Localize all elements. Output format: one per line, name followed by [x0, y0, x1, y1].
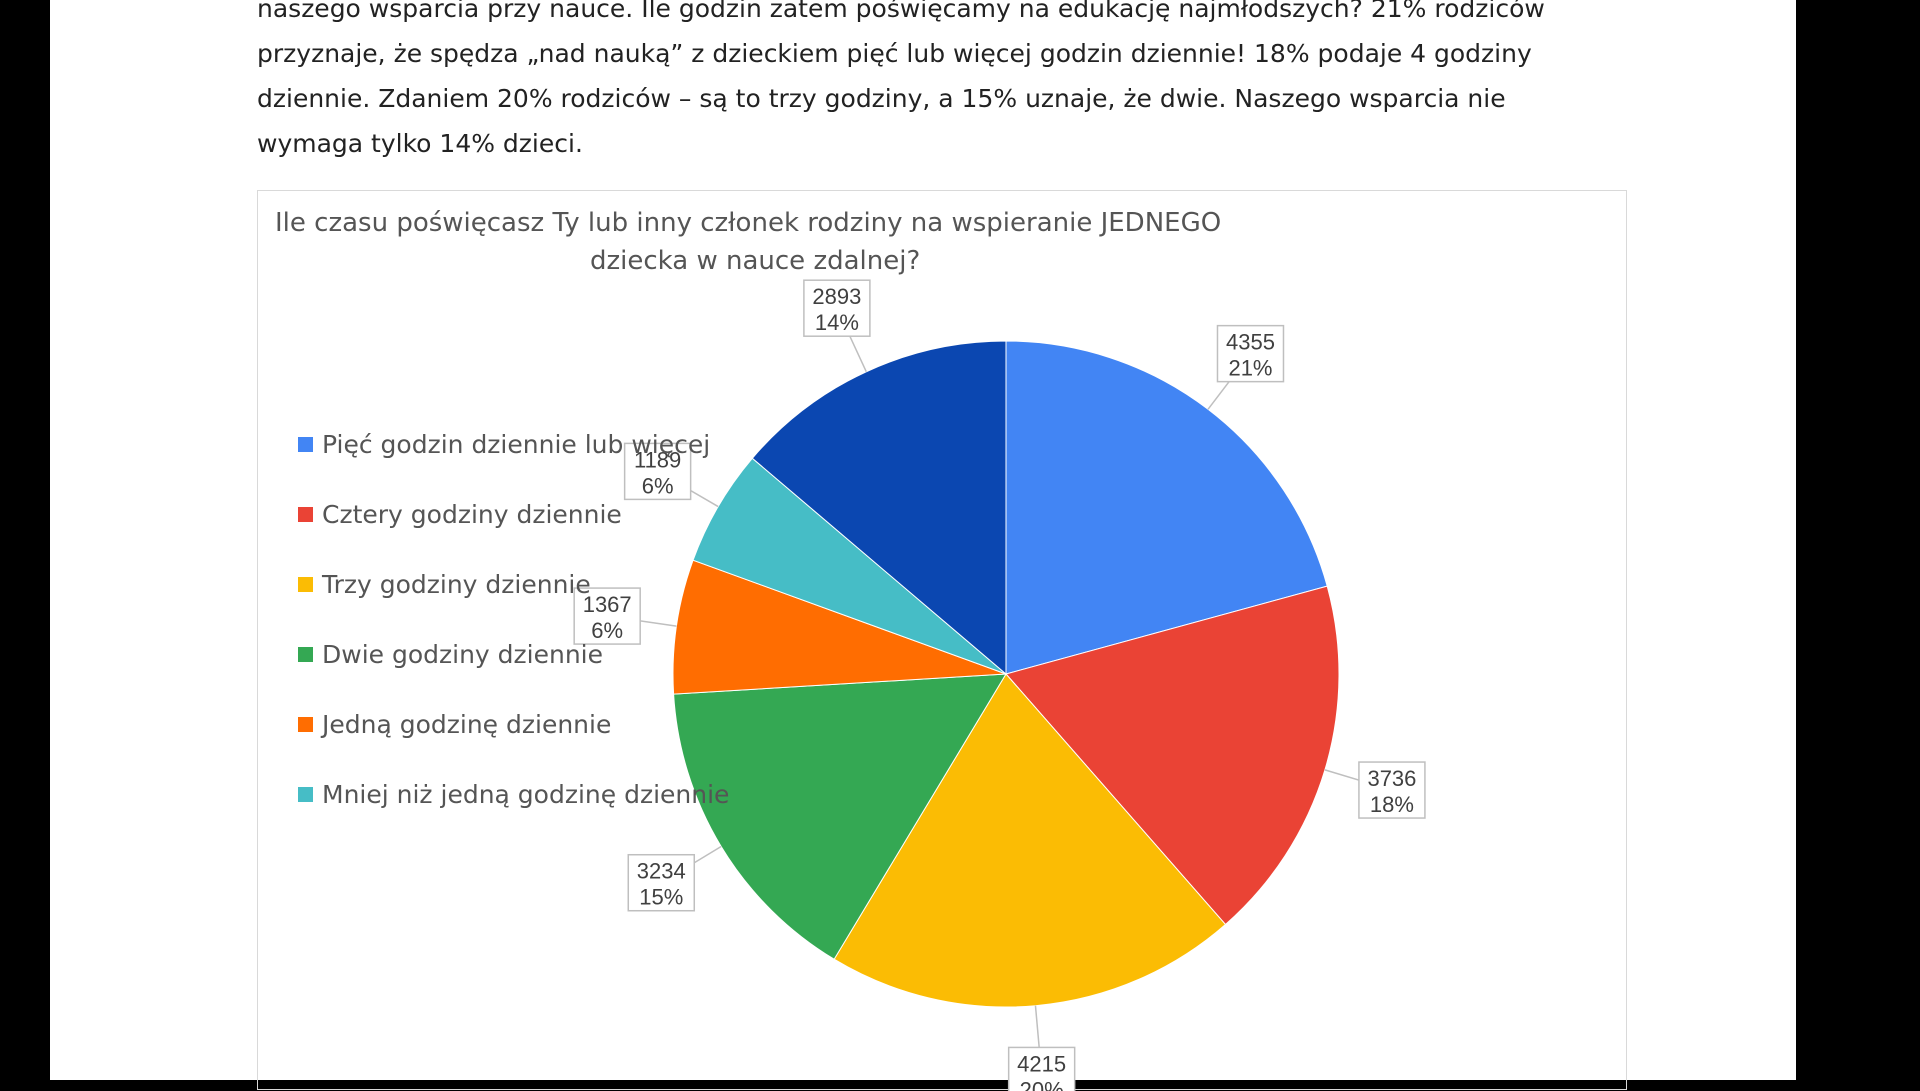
label-box: [573, 587, 641, 645]
paragraph-line: naszego wsparcia przy nauce. Ile godzin …: [257, 0, 1545, 23]
legend-item: Cztery godziny dziennie: [298, 500, 622, 529]
legend-label: Pięć godzin dziennie lub więcej: [322, 430, 710, 459]
label-percent: 20%: [1020, 1077, 1064, 1091]
pie-chart-frame: Ile czasu poświęcasz Ty lub inny członek…: [257, 190, 1627, 1091]
pie-slice: [751, 340, 1007, 676]
chart-title-line-2: dziecka w nauce zdalnej?: [590, 246, 920, 276]
legend-swatch: [298, 437, 313, 452]
document-page: naszego wsparcia przy nauce. Ile godzin …: [50, 0, 1796, 1091]
legend-item: Pięć godzin dziennie lub więcej: [298, 430, 710, 459]
legend-item: Jedną godzinę dziennie: [298, 710, 611, 739]
legend-swatch: [298, 507, 313, 522]
label-value: 2893: [812, 284, 861, 309]
data-labels-layer: 435521%373618%421520%323415%13676%11896%…: [573, 279, 1426, 1091]
pie-slice: [1005, 585, 1340, 926]
label-value: 3736: [1367, 766, 1416, 791]
pie-slice: [672, 559, 1007, 695]
slices-layer: [672, 340, 1340, 1008]
paragraph-line: wymaga tylko 14% dzieci.: [257, 129, 583, 158]
pie-slice: [673, 673, 1007, 960]
legend-swatch: [298, 577, 313, 592]
label-percent: 14%: [815, 310, 859, 335]
label-value: 3234: [637, 859, 686, 884]
label-box: [1216, 324, 1285, 383]
pie-slice: [1005, 340, 1328, 675]
label-value: 4355: [1226, 330, 1275, 355]
label-box: [627, 853, 696, 912]
legend-label: Trzy godziny dziennie: [321, 570, 591, 599]
label-box: [623, 442, 692, 501]
legend-label: Mniej niż jedną godzinę dziennie: [322, 780, 729, 809]
label-percent: 15%: [639, 885, 683, 910]
legend-item: Dwie godziny dziennie: [298, 640, 603, 669]
body-paragraph: naszego wsparcia przy nauce. Ile godzin …: [257, 0, 1587, 166]
label-box: [803, 279, 871, 337]
legend: Pięć godzin dziennie lub więcej Cztery go…: [298, 430, 729, 809]
label-value: 1189: [634, 447, 681, 472]
paragraph-line: dziennie. Zdaniem 20% rodziców – są to t…: [257, 84, 1506, 113]
legend-swatch: [298, 717, 313, 732]
label-percent: 6%: [642, 473, 674, 498]
legend-label: Cztery godziny dziennie: [322, 500, 622, 529]
label-percent: 21%: [1228, 356, 1272, 381]
paragraph-line: przyznaje, że spędza „nad nauką” z dziec…: [257, 39, 1532, 68]
label-percent: 6%: [591, 618, 623, 643]
label-percent: 18%: [1370, 792, 1414, 817]
pie-chart: Ile czasu poświęcasz Ty lub inny członek…: [275, 208, 1426, 1091]
legend-item: Trzy godziny dziennie: [298, 570, 591, 599]
chart-title-line-1: Ile czasu poświęcasz Ty lub inny członek…: [275, 208, 1221, 238]
legend-item: Mniej niż jedną godzinę dziennie: [298, 780, 729, 809]
label-box: [1358, 761, 1426, 819]
legend-swatch: [298, 787, 313, 802]
legend-label: Dwie godziny dziennie: [322, 640, 603, 669]
legend-label: Jedną godzinę dziennie: [320, 710, 611, 739]
legend-swatch: [298, 647, 313, 662]
label-value: 4215: [1017, 1051, 1066, 1076]
label-value: 1367: [583, 592, 632, 617]
